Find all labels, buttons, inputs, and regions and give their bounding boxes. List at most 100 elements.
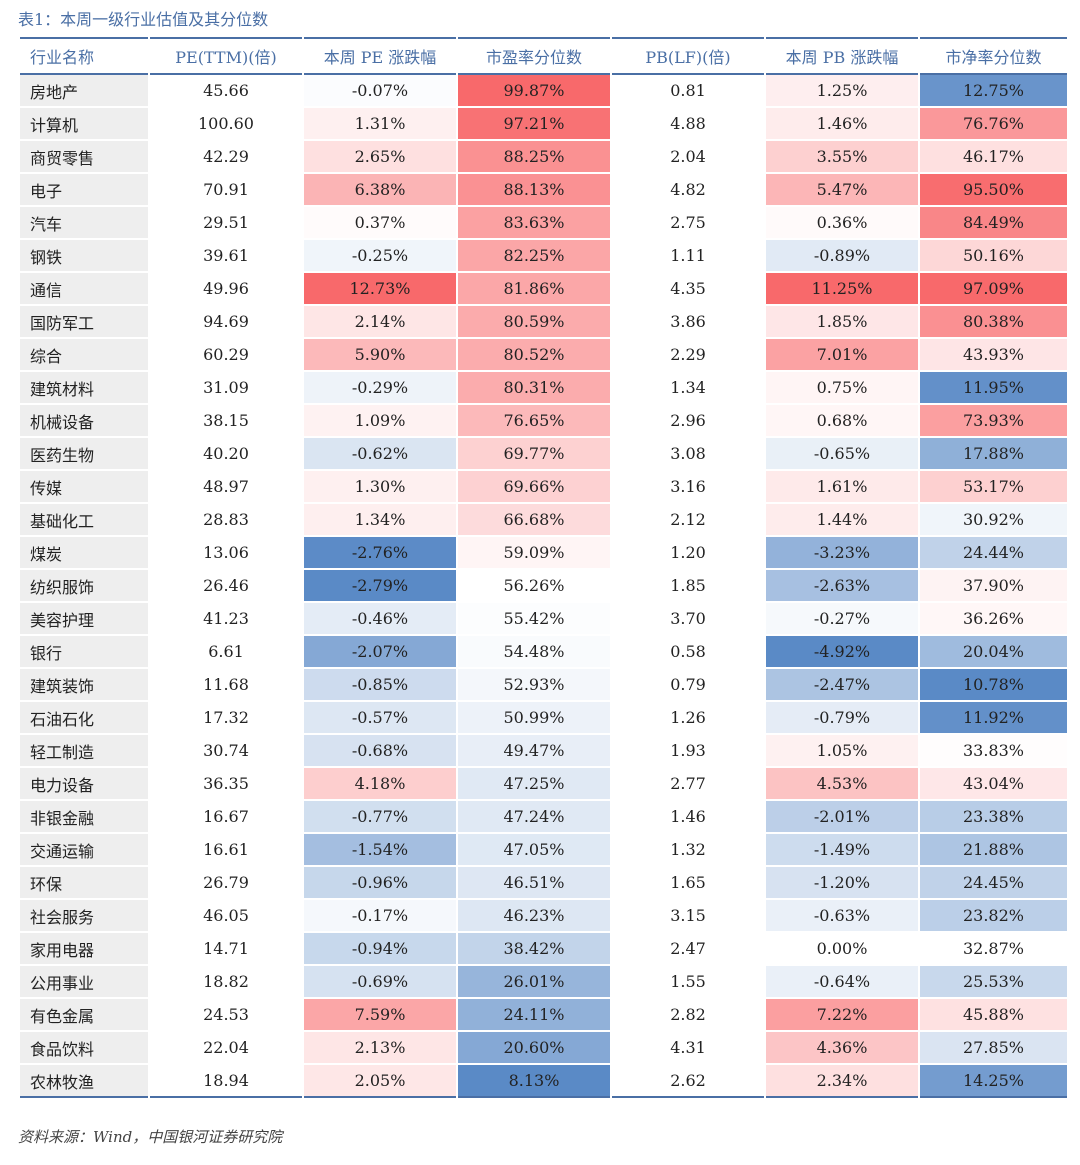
table-row: 轻工制造 30.74 -0.68% 49.47% 1.93 1.05% 33.83% — [20, 735, 1067, 768]
cell-pb: 3.86 — [612, 306, 764, 339]
cell-pe-change: -0.77% — [304, 801, 456, 834]
cell-pe: 94.69 — [150, 306, 302, 339]
cell-pb-percentile: 45.88% — [920, 999, 1067, 1032]
cell-pe-change: 6.38% — [304, 174, 456, 207]
cell-pe-change: -2.07% — [304, 636, 456, 669]
cell-pb: 1.32 — [612, 834, 764, 867]
table-row: 房地产 45.66 -0.07% 99.87% 0.81 1.25% 12.75% — [20, 75, 1067, 108]
cell-pe: 18.94 — [150, 1065, 302, 1098]
cell-industry: 煤炭 — [20, 537, 148, 570]
cell-pe: 46.05 — [150, 900, 302, 933]
cell-pb-change: 4.36% — [766, 1032, 918, 1065]
cell-pe: 17.32 — [150, 702, 302, 735]
cell-pe-percentile: 69.66% — [458, 471, 610, 504]
cell-pb-percentile: 84.49% — [920, 207, 1067, 240]
cell-pe-percentile: 66.68% — [458, 504, 610, 537]
table-row: 非银金融 16.67 -0.77% 47.24% 1.46 -2.01% 23.38% — [20, 801, 1067, 834]
cell-industry: 公用事业 — [20, 966, 148, 999]
table-row: 通信 49.96 12.73% 81.86% 4.35 11.25% 97.09% — [20, 273, 1067, 306]
cell-pb: 2.96 — [612, 405, 764, 438]
cell-industry: 计算机 — [20, 108, 148, 141]
cell-pe-change: 5.90% — [304, 339, 456, 372]
table-row: 基础化工 28.83 1.34% 66.68% 2.12 1.44% 30.92% — [20, 504, 1067, 537]
cell-pb-percentile: 20.04% — [920, 636, 1067, 669]
cell-pb: 4.82 — [612, 174, 764, 207]
cell-pb-percentile: 50.16% — [920, 240, 1067, 273]
table-row: 家用电器 14.71 -0.94% 38.42% 2.47 0.00% 32.87% — [20, 933, 1067, 966]
cell-pe: 48.97 — [150, 471, 302, 504]
cell-pe-percentile: 38.42% — [458, 933, 610, 966]
cell-pe: 42.29 — [150, 141, 302, 174]
cell-pe-change: 0.37% — [304, 207, 456, 240]
cell-pb-change: 11.25% — [766, 273, 918, 306]
cell-industry: 非银金融 — [20, 801, 148, 834]
cell-pb-change: -0.63% — [766, 900, 918, 933]
cell-pb: 1.26 — [612, 702, 764, 735]
table-row: 电力设备 36.35 4.18% 47.25% 2.77 4.53% 43.04% — [20, 768, 1067, 801]
cell-pe-change: -0.25% — [304, 240, 456, 273]
cell-pb-percentile: 11.95% — [920, 372, 1067, 405]
cell-industry: 商贸零售 — [20, 141, 148, 174]
cell-pe-percentile: 88.13% — [458, 174, 610, 207]
cell-pe-percentile: 97.21% — [458, 108, 610, 141]
cell-pb: 1.20 — [612, 537, 764, 570]
header-row: 行业名称 PE(TTM)(倍) 本周 PE 涨跌幅 市盈率分位数 PB(LF)(… — [20, 37, 1067, 75]
cell-pb: 3.16 — [612, 471, 764, 504]
cell-pe-change: -0.69% — [304, 966, 456, 999]
cell-pb: 4.35 — [612, 273, 764, 306]
table-row: 计算机 100.60 1.31% 97.21% 4.88 1.46% 76.76% — [20, 108, 1067, 141]
table-row: 汽车 29.51 0.37% 83.63% 2.75 0.36% 84.49% — [20, 207, 1067, 240]
cell-pb: 2.62 — [612, 1065, 764, 1098]
cell-industry: 建筑材料 — [20, 372, 148, 405]
cell-industry: 电力设备 — [20, 768, 148, 801]
cell-pe-change: 1.30% — [304, 471, 456, 504]
table-row: 银行 6.61 -2.07% 54.48% 0.58 -4.92% 20.04% — [20, 636, 1067, 669]
cell-pe: 18.82 — [150, 966, 302, 999]
cell-pb-percentile: 12.75% — [920, 75, 1067, 108]
cell-industry: 有色金属 — [20, 999, 148, 1032]
table-row: 建筑装饰 11.68 -0.85% 52.93% 0.79 -2.47% 10.78% — [20, 669, 1067, 702]
cell-industry: 美容护理 — [20, 603, 148, 636]
cell-pb-percentile: 23.82% — [920, 900, 1067, 933]
cell-pe: 45.66 — [150, 75, 302, 108]
cell-pb-percentile: 53.17% — [920, 471, 1067, 504]
cell-pb: 2.29 — [612, 339, 764, 372]
cell-pb-change: 5.47% — [766, 174, 918, 207]
cell-industry: 电子 — [20, 174, 148, 207]
cell-pb-percentile: 37.90% — [920, 570, 1067, 603]
cell-pb-change: -1.20% — [766, 867, 918, 900]
cell-pb-change: 1.85% — [766, 306, 918, 339]
cell-pb-change: -4.92% — [766, 636, 918, 669]
cell-pe-percentile: 56.26% — [458, 570, 610, 603]
cell-pb: 2.47 — [612, 933, 764, 966]
cell-pe: 26.79 — [150, 867, 302, 900]
cell-pb-percentile: 97.09% — [920, 273, 1067, 306]
cell-pb-change: -1.49% — [766, 834, 918, 867]
cell-pb-change: 0.00% — [766, 933, 918, 966]
cell-pe-change: 1.09% — [304, 405, 456, 438]
cell-pb-change: 1.44% — [766, 504, 918, 537]
header-pb-change: 本周 PB 涨跌幅 — [766, 37, 918, 75]
cell-pe-percentile: 82.25% — [458, 240, 610, 273]
table-caption: 表1：本周一级行业估值及其分位数 — [18, 10, 269, 29]
cell-pb-change: 1.46% — [766, 108, 918, 141]
cell-pb-change: 0.36% — [766, 207, 918, 240]
cell-pb-change: -0.27% — [766, 603, 918, 636]
table-row: 钢铁 39.61 -0.25% 82.25% 1.11 -0.89% 50.16% — [20, 240, 1067, 273]
cell-industry: 农林牧渔 — [20, 1065, 148, 1098]
cell-pe-change: -0.07% — [304, 75, 456, 108]
valuation-table-container: 行业名称 PE(TTM)(倍) 本周 PE 涨跌幅 市盈率分位数 PB(LF)(… — [18, 37, 1067, 1098]
header-industry: 行业名称 — [20, 37, 148, 75]
cell-pb-percentile: 23.38% — [920, 801, 1067, 834]
cell-pe-change: -0.29% — [304, 372, 456, 405]
table-row: 传媒 48.97 1.30% 69.66% 3.16 1.61% 53.17% — [20, 471, 1067, 504]
cell-pe-percentile: 49.47% — [458, 735, 610, 768]
cell-pb-percentile: 32.87% — [920, 933, 1067, 966]
cell-pe: 14.71 — [150, 933, 302, 966]
cell-pe-change: -0.96% — [304, 867, 456, 900]
cell-pb-percentile: 30.92% — [920, 504, 1067, 537]
cell-pe: 41.23 — [150, 603, 302, 636]
table-row: 电子 70.91 6.38% 88.13% 4.82 5.47% 95.50% — [20, 174, 1067, 207]
cell-pb-change: -2.63% — [766, 570, 918, 603]
cell-pe-percentile: 81.86% — [458, 273, 610, 306]
